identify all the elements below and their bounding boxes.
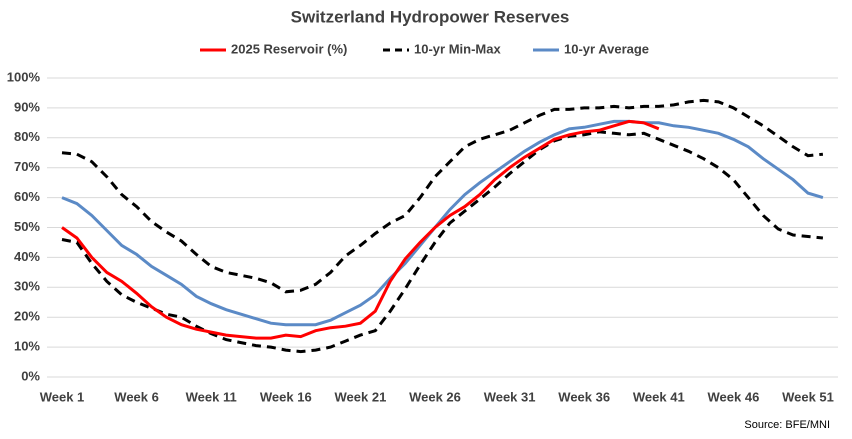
series-line [61,130,824,354]
x-tick-label: Week 51 [782,389,834,404]
series-line [61,119,660,340]
legend-label: 10-yr Average [564,41,649,56]
x-tick-label: Week 36 [558,389,610,404]
y-tick-label: 50% [14,219,40,234]
y-tick-label: 0% [21,368,40,383]
x-tick-label: Week 21 [335,389,387,404]
y-tick-label: 70% [14,159,40,174]
x-tick-label: Week 31 [484,389,536,404]
y-tick-label: 30% [14,279,40,294]
x-tick-label: Week 6 [114,389,159,404]
y-tick-label: 100% [7,69,41,84]
x-tick-label: Week 41 [633,389,685,404]
series-line [61,98,824,294]
y-tick-label: 40% [14,249,40,264]
x-tick-label: Week 46 [708,389,760,404]
chart-title: Switzerland Hydropower Reserves [291,7,570,26]
x-tick-label: Week 1 [40,389,85,404]
x-tick-label: Week 16 [260,389,312,404]
y-tick-label: 20% [14,309,40,324]
y-tick-label: 10% [14,339,40,354]
y-tick-label: 80% [14,129,40,144]
x-tick-label: Week 26 [409,389,461,404]
series-line [61,119,824,327]
legend-label: 10-yr Min-Max [414,41,501,56]
x-tick-label: Week 11 [186,389,237,404]
source: Source: BFE/MNI [744,419,830,431]
legend-label: 2025 Reservoir (%) [231,41,347,56]
y-tick-label: 60% [14,189,40,204]
y-tick-label: 90% [14,99,40,114]
